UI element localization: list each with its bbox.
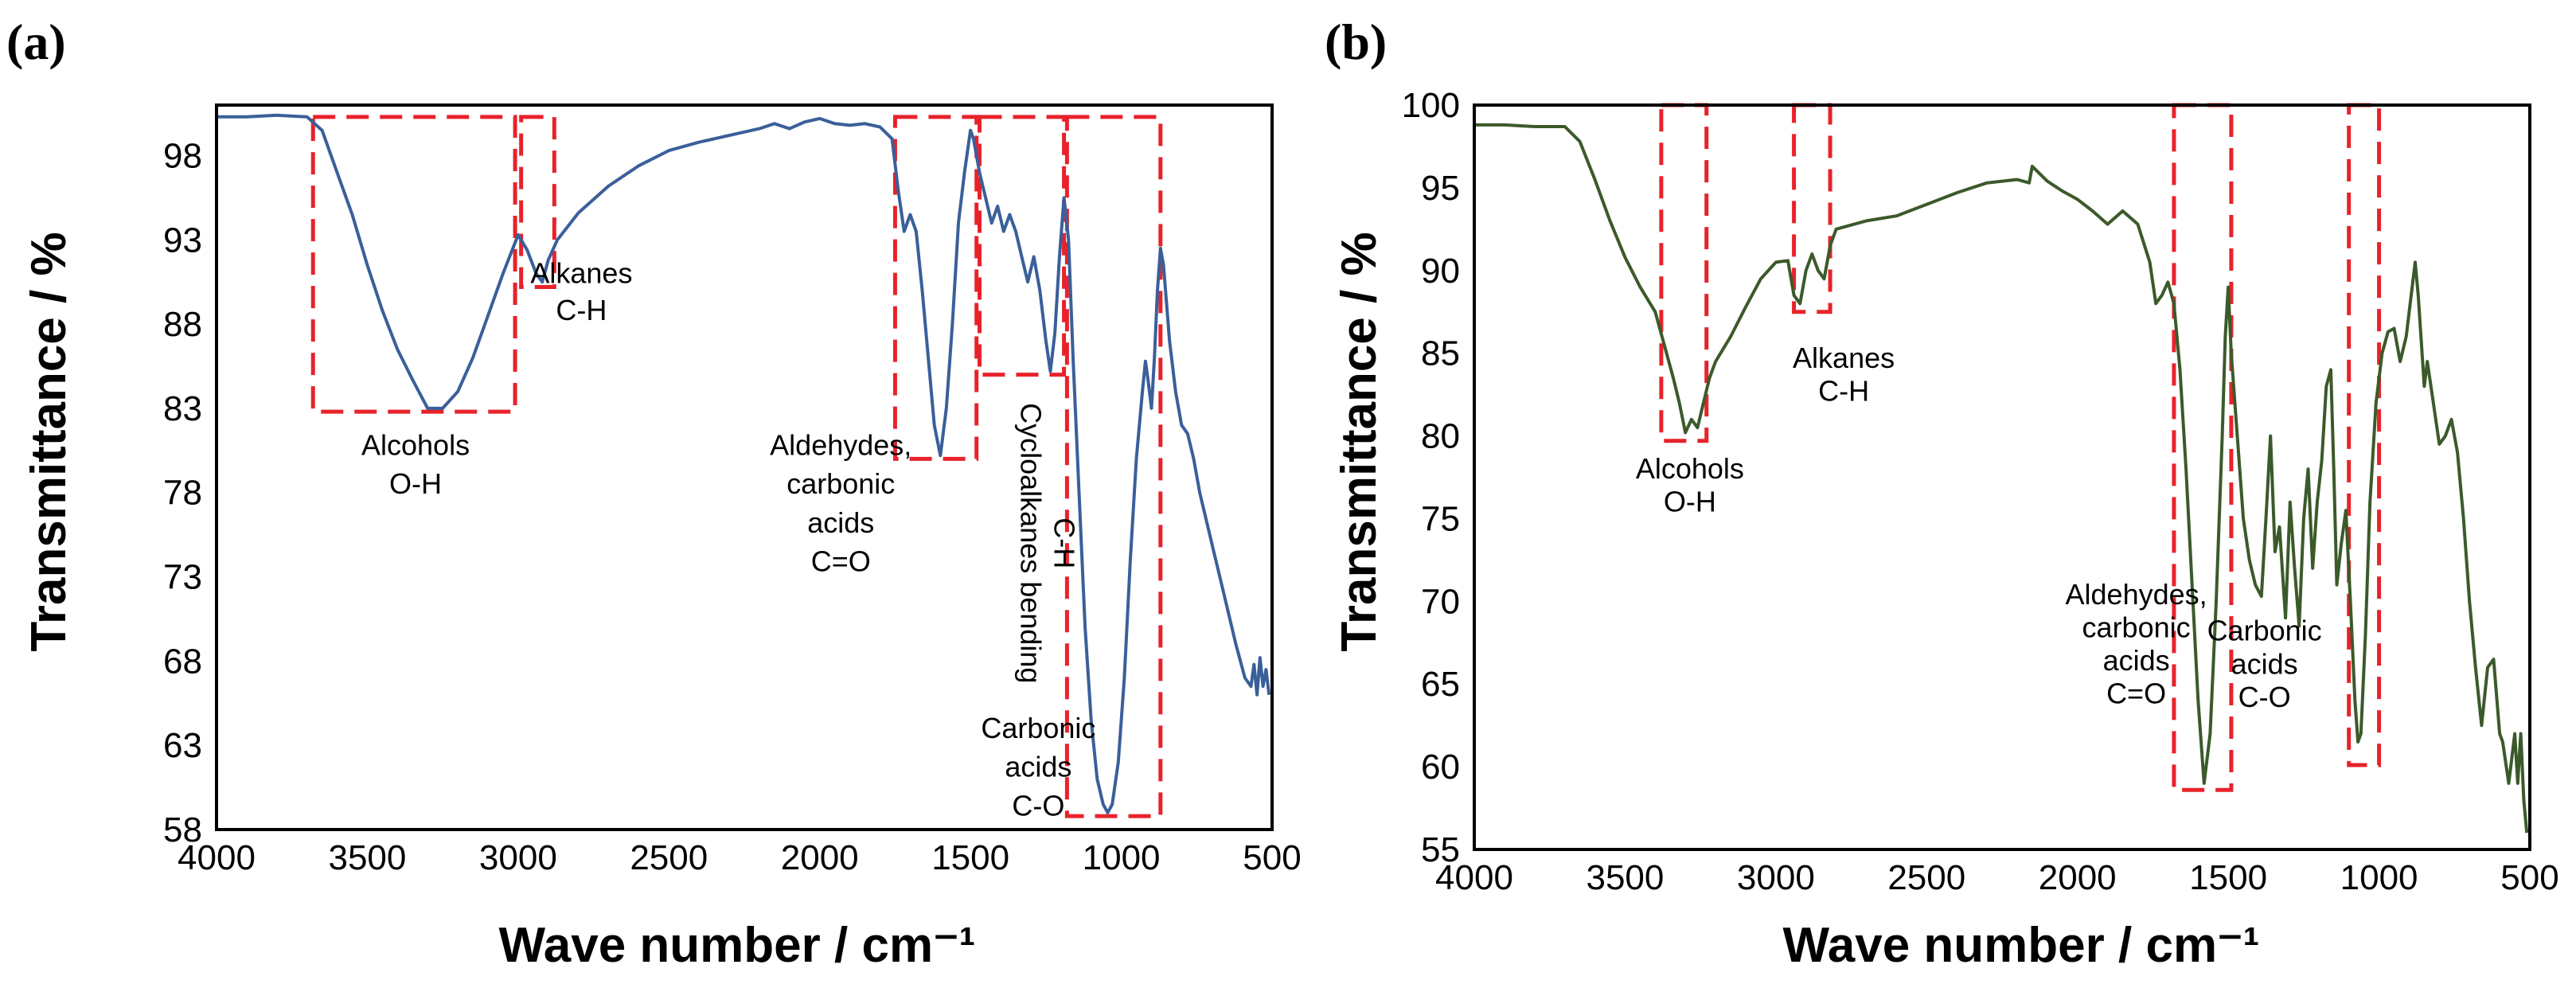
annotation-text: Carbonic xyxy=(981,712,1095,744)
x-tick-label-a: 500 xyxy=(1243,838,1301,877)
highlight-region-a-5 xyxy=(1064,115,1163,818)
annotation-text: acids xyxy=(2103,644,2170,677)
y-tick-label-b: 70 xyxy=(1421,582,1460,621)
highlight-region-a-4 xyxy=(978,115,1067,377)
y-tick-label-a: 83 xyxy=(163,389,202,428)
x-tick-label-b: 1000 xyxy=(2340,858,2418,897)
panel-label-b: (b) xyxy=(1325,14,1387,70)
panel-label-a: (a) xyxy=(6,14,66,70)
y-tick-label-a: 88 xyxy=(163,305,202,344)
x-axis-title-a: Wave number / cm⁻¹ xyxy=(499,918,976,973)
y-tick-label-b: 80 xyxy=(1421,417,1460,456)
region-layer-a xyxy=(310,115,1163,818)
highlight-region-b-2 xyxy=(1792,103,1832,314)
annotation-text: Carbonic xyxy=(2207,615,2322,647)
annotation-text: O-H xyxy=(389,467,442,500)
y-axis-title-a: Transmittance / % xyxy=(21,232,76,651)
y-tick-label-a: 68 xyxy=(163,642,202,681)
y-tick-label-b: 90 xyxy=(1421,252,1460,291)
y-tick-label-b: 85 xyxy=(1421,334,1460,373)
annotation-text: carbonic xyxy=(2082,611,2191,644)
annotation-text: Aldehydes, xyxy=(770,428,911,461)
x-tick-label-a: 2500 xyxy=(630,838,708,877)
series-layer-b xyxy=(1474,123,2529,834)
chart-panel-a: (a) Transmittance / % Wave number / cm⁻¹… xyxy=(6,14,1302,973)
y-tick-label-a: 58 xyxy=(163,810,202,849)
highlight-region-b-3 xyxy=(2172,103,2234,792)
y-tick-label-b: 95 xyxy=(1421,169,1460,208)
x-tick-label-a: 1000 xyxy=(1083,838,1161,877)
x-tick-label-b: 4000 xyxy=(1435,858,1513,897)
y-tick-label-b: 60 xyxy=(1421,748,1460,787)
x-tick-label-b: 3500 xyxy=(1586,858,1664,897)
y-tick-label-a: 78 xyxy=(163,474,202,513)
annotation-text: acids xyxy=(807,506,874,539)
y-axis-title-b: Transmittance / % xyxy=(1332,232,1387,651)
y-tick-label-b: 75 xyxy=(1421,499,1460,538)
annotation-text: Alkanes xyxy=(530,257,632,290)
x-tick-label-b: 3000 xyxy=(1737,858,1815,897)
x-tick-label-b: 2500 xyxy=(1887,858,1965,897)
chart-panel-b: (b) Transmittance / % Wave number / cm⁻¹… xyxy=(1325,14,2559,973)
x-tick-label-a: 3000 xyxy=(479,838,557,877)
plot-frame-b xyxy=(1473,103,2531,851)
annotation-text: O-H xyxy=(1664,486,1716,518)
x-tick-label-b: 1500 xyxy=(2189,858,2267,897)
spectrum-line-b xyxy=(1474,123,2529,834)
x-tick-label-a: 1500 xyxy=(931,838,1009,877)
annotation-layer-b: AlcoholsO-HAlkanesC-HAldehydes,carbonica… xyxy=(1636,342,2322,713)
annotation-text: C=O xyxy=(2106,677,2166,710)
x-tick-label-a: 2000 xyxy=(781,838,859,877)
y-tick-label-b: 65 xyxy=(1421,665,1460,704)
x-tick-label-b: 500 xyxy=(2500,858,2558,897)
y-tick-label-b: 55 xyxy=(1421,830,1460,869)
annotation-text: Alkanes xyxy=(1793,342,1895,374)
highlight-region-a-3 xyxy=(892,115,979,461)
y-tick-label-a: 98 xyxy=(163,136,202,175)
annotation-text: carbonic xyxy=(786,467,895,500)
y-tick-label-a: 63 xyxy=(163,726,202,765)
y-tick-label-a: 93 xyxy=(163,221,202,260)
annotation-text: C=O xyxy=(811,545,871,578)
spectrum-line-a xyxy=(217,113,1271,814)
annotation-text: Alcohols xyxy=(1636,452,1744,485)
annotation-layer-a: Alcohols O-H Alkanes C-H Aldehydes, carbonic a… xyxy=(361,257,1095,822)
y-tick-label-b: 100 xyxy=(1402,86,1460,125)
annotation-text: C-O xyxy=(1012,789,1064,822)
series-layer-a xyxy=(217,113,1271,814)
annotation-text: acids xyxy=(1005,751,1071,783)
x-tick-label-a: 4000 xyxy=(178,838,256,877)
annotation-text: Aldehydes, xyxy=(2066,578,2207,611)
highlight-region-b-1 xyxy=(1659,103,1709,443)
x-tick-label-a: 3500 xyxy=(328,838,406,877)
x-axis-title-b: Wave number / cm⁻¹ xyxy=(1783,918,2260,973)
x-tick-label-b: 2000 xyxy=(2039,858,2117,897)
tick-layer-b: 4000 3500 3000 2500 2000 1500 1000 500 55 60 65 70 7… xyxy=(1402,86,2559,897)
annotation-text: acids xyxy=(2231,647,2298,680)
plot-frame-a xyxy=(215,103,1274,831)
annotation-text: C-H xyxy=(1818,374,1869,407)
y-tick-label-a: 73 xyxy=(163,558,202,597)
annotation-text: C-H xyxy=(556,294,607,326)
annotation-text: Alcohols xyxy=(361,428,470,461)
highlight-region-a-1 xyxy=(310,115,517,414)
annotation-text: Cycloalkanes bending xyxy=(1014,403,1047,683)
highlight-region-a-2 xyxy=(519,115,556,290)
annotation-text: C-O xyxy=(2238,681,2291,713)
tick-layer-a: 4000 3500 3000 2500 2000 1500 1000 500 58 63 68 73 7… xyxy=(163,136,1302,877)
annotation-text: C-H xyxy=(1048,517,1080,568)
